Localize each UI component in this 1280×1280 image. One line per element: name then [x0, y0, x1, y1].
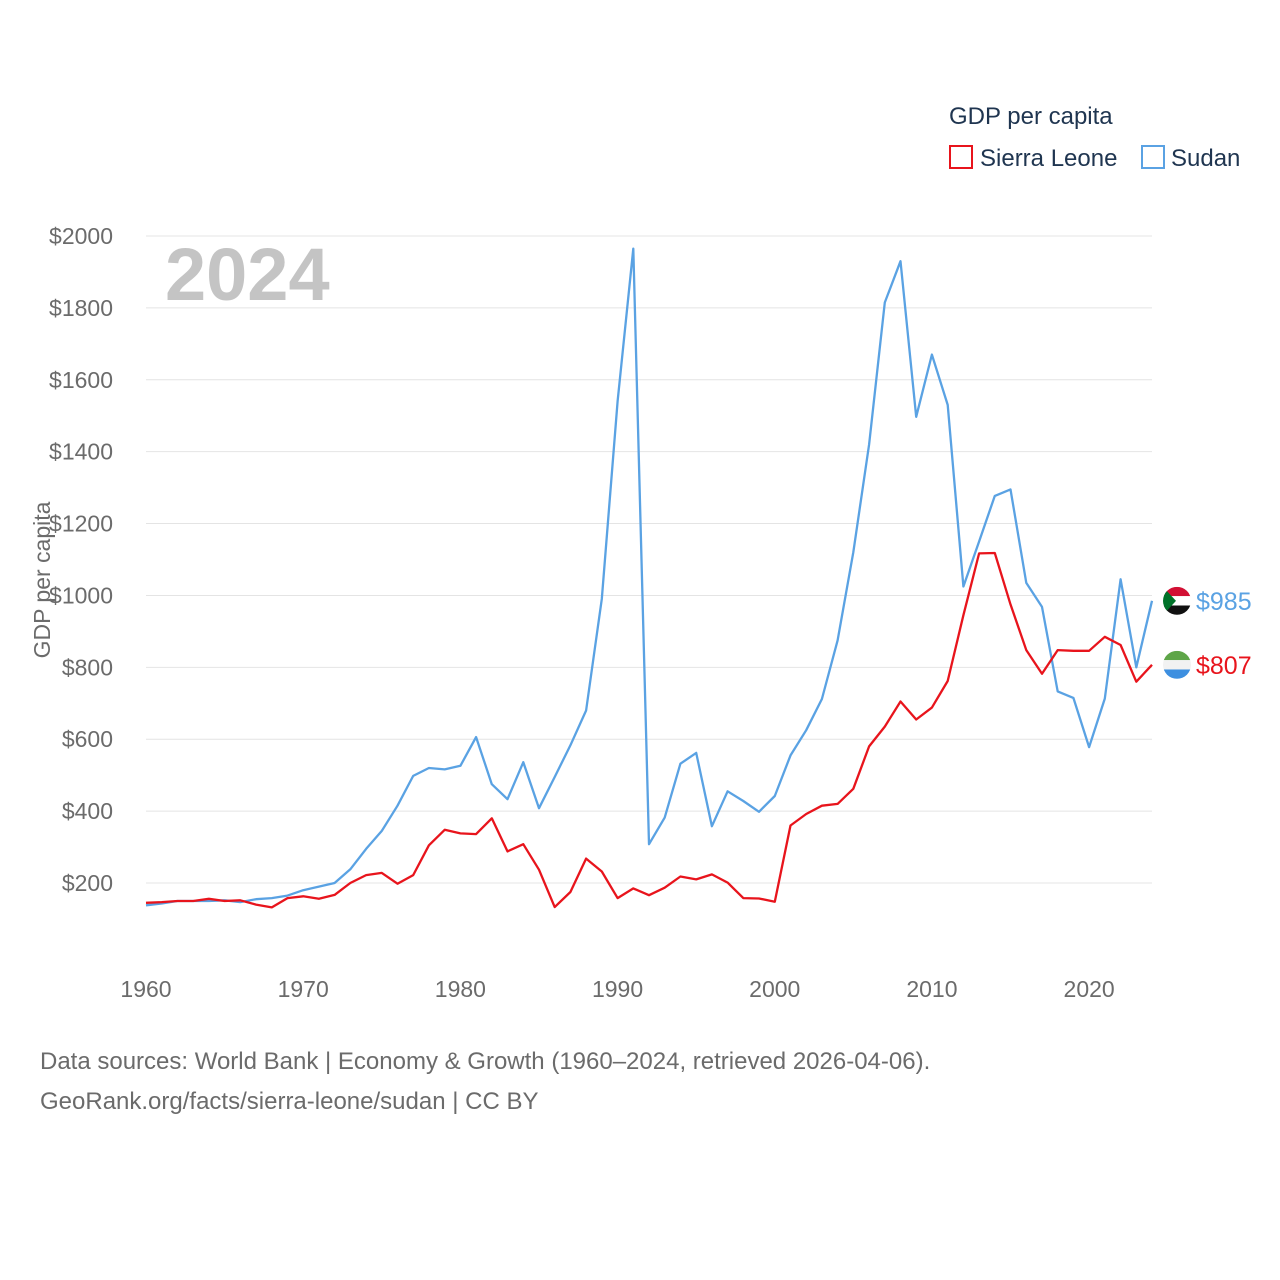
- y-tick-label: $1200: [49, 511, 113, 537]
- x-tick-label: 1990: [592, 976, 643, 1002]
- series-line-sudan[interactable]: [145, 247, 1154, 907]
- legend: GDP per capita Sierra Leone Sudan: [949, 103, 1240, 172]
- x-tick-label: 2020: [1064, 976, 1115, 1002]
- legend-swatch-sierra-leone: [949, 145, 973, 169]
- source-link[interactable]: GeoRank.org/facts/sierra-leone/sudan | C…: [40, 1088, 539, 1115]
- y-tick-label: $1800: [49, 295, 113, 321]
- x-tick-label: 1960: [120, 976, 171, 1002]
- legend-label-sierra-leone: Sierra Leone: [980, 145, 1117, 172]
- end-labels: $807 $985: [1163, 586, 1252, 680]
- gdp-line-chart: $200 $400 $600 $800 $1000 $1200 $1400 $1600 $180…: [29, 103, 1252, 1002]
- legend-item-sudan[interactable]: Sudan: [1141, 145, 1240, 172]
- data-sources-text: Data sources: World Bank | Economy & Gro…: [40, 1048, 931, 1075]
- y-tick-label: $1400: [49, 439, 113, 465]
- y-tick-label: $600: [62, 726, 113, 752]
- y-tick-label: $2000: [49, 223, 113, 249]
- x-tick-label: 2010: [906, 976, 957, 1002]
- grid-lines: [146, 235, 1152, 884]
- sierra-leone-flag-icon: [1163, 650, 1191, 679]
- series-line-sierra-leone[interactable]: [145, 551, 1153, 909]
- x-axis-ticks: 1960 1970 1980 1990 2000 2010 2020: [120, 976, 1114, 1002]
- sudan-flag-icon: [1163, 586, 1191, 615]
- legend-title: GDP per capita: [949, 103, 1113, 130]
- legend-label-sudan: Sudan: [1171, 145, 1240, 172]
- y-tick-label: $1000: [49, 582, 113, 608]
- y-axis-ticks: $200 $400 $600 $800 $1000 $1200 $1400 $1600 $180…: [49, 223, 113, 896]
- y-tick-label: $800: [62, 654, 113, 680]
- series-lines: [145, 247, 1154, 909]
- legend-item-sierra-leone[interactable]: Sierra Leone: [949, 145, 1117, 172]
- footer: Data sources: World Bank | Economy & Gro…: [40, 1042, 930, 1122]
- y-tick-label: $200: [62, 870, 113, 896]
- year-stamp: 2024: [165, 233, 330, 316]
- legend-swatch-sudan: [1141, 145, 1165, 169]
- end-value-sudan: $985: [1196, 588, 1252, 616]
- x-tick-label: 1980: [435, 976, 486, 1002]
- y-tick-label: $1600: [49, 367, 113, 393]
- end-value-sierra-leone: $807: [1196, 652, 1252, 680]
- y-axis-title: GDP per capita: [29, 501, 55, 658]
- x-tick-label: 1970: [278, 976, 329, 1002]
- x-tick-label: 2000: [749, 976, 800, 1002]
- y-tick-label: $400: [62, 798, 113, 824]
